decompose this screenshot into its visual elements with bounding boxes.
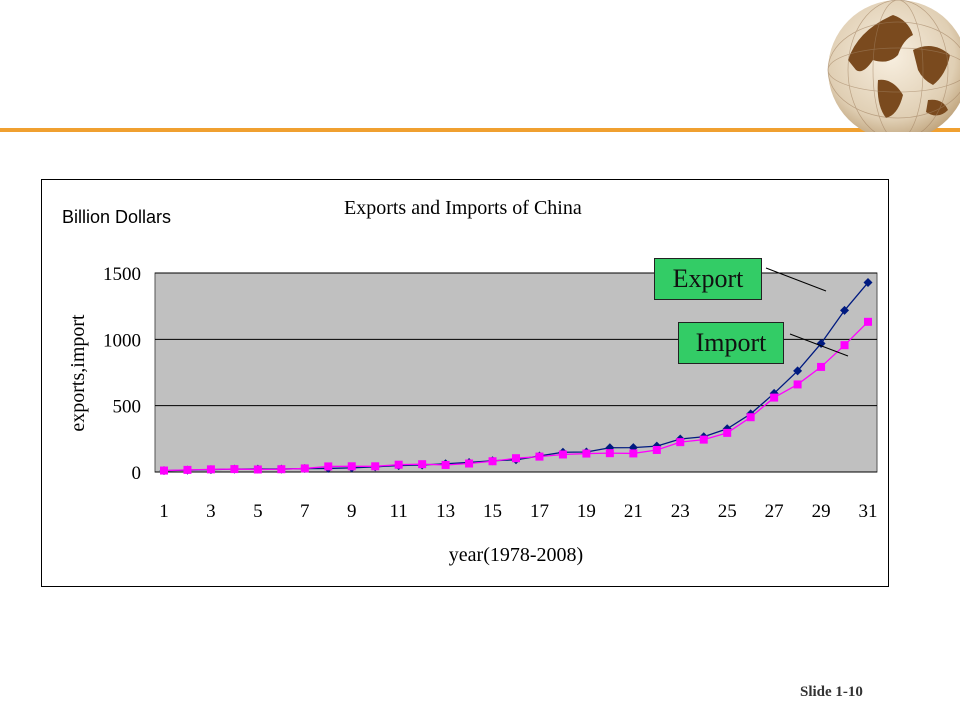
export-callout: Export — [654, 258, 762, 300]
import-point — [371, 462, 380, 471]
x-tick-label: 5 — [253, 501, 263, 522]
import-point — [183, 465, 192, 474]
import-point — [699, 435, 708, 444]
y-tick-label: 1000 — [103, 330, 141, 351]
import-point — [324, 462, 333, 471]
x-axis-label: year(1978-2008) — [449, 544, 583, 566]
x-tick-label: 1 — [159, 501, 169, 522]
globe-icon — [827, 0, 960, 132]
import-point — [652, 445, 661, 454]
x-tick-label: 27 — [765, 501, 784, 522]
import-point — [746, 413, 755, 422]
import-point — [793, 380, 802, 389]
import-point — [465, 459, 474, 468]
import-point — [441, 460, 450, 469]
x-tick-label: 31 — [859, 501, 878, 522]
import-point — [864, 317, 872, 326]
import-callout: Import — [678, 322, 784, 364]
import-point — [676, 438, 685, 447]
import-point — [558, 450, 567, 459]
import-point — [512, 454, 520, 463]
import-point — [535, 452, 544, 461]
export-point — [816, 338, 826, 348]
x-tick-label: 17 — [530, 501, 549, 522]
y-tick-label: 500 — [113, 397, 142, 418]
x-tick-label: 13 — [436, 501, 455, 522]
import-point — [723, 428, 732, 437]
slide-number: Slide 1-10 — [800, 684, 863, 700]
import-point — [347, 462, 356, 471]
import-point — [394, 460, 403, 469]
header-accent-bar — [0, 128, 960, 132]
unit-label: Billion Dollars — [62, 207, 172, 227]
y-tick-label: 1500 — [103, 264, 141, 285]
import-point — [840, 341, 849, 350]
import-point — [418, 460, 427, 469]
import-point — [605, 449, 614, 458]
export-point — [840, 305, 850, 315]
x-tick-label: 23 — [671, 501, 690, 522]
x-tick-label: 15 — [483, 501, 502, 522]
export-point — [863, 278, 873, 288]
export-callout-pointer — [765, 267, 827, 292]
export-point — [793, 366, 803, 376]
y-axis-label: exports,import — [67, 314, 89, 432]
x-tick-label: 7 — [300, 501, 310, 522]
import-point — [488, 457, 497, 466]
import-point — [230, 465, 239, 474]
x-tick-label: 9 — [347, 501, 357, 522]
import-point — [160, 466, 168, 475]
x-tick-label: 29 — [812, 501, 831, 522]
import-point — [770, 393, 779, 402]
import-point — [206, 465, 215, 474]
import-point — [629, 449, 638, 458]
import-point — [817, 362, 826, 371]
import-point — [253, 465, 262, 474]
chart-title: Exports and Imports of China — [344, 197, 582, 219]
x-tick-label: 11 — [390, 501, 408, 522]
y-tick-label: 0 — [132, 463, 142, 484]
x-tick-label: 3 — [206, 501, 216, 522]
plot-area — [154, 272, 878, 473]
x-tick-label: 25 — [718, 501, 737, 522]
import-point — [300, 464, 309, 473]
x-tick-label: 19 — [577, 501, 596, 522]
import-point — [277, 465, 286, 474]
import-point — [582, 449, 591, 458]
import-callout-pointer — [789, 333, 849, 357]
x-tick-label: 21 — [624, 501, 643, 522]
